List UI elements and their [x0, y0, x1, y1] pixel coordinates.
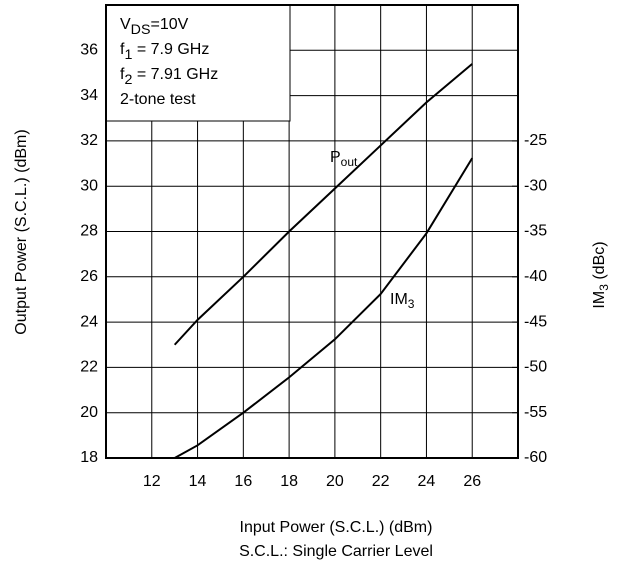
- series-line: [174, 157, 474, 459]
- condition-text-main: f: [120, 41, 125, 58]
- y2-axis-label-main: IM: [591, 291, 608, 309]
- series-label: Pout: [330, 149, 358, 169]
- y-tick-label: 22: [80, 359, 98, 376]
- y2-axis-label: IM3 (dBc): [591, 241, 611, 308]
- x-tick-label: 14: [189, 473, 207, 490]
- x-tick-label: 16: [234, 473, 252, 490]
- series-label: IM3: [390, 291, 415, 311]
- y-axis-label: Output Power (S.C.L.) (dBm): [13, 129, 30, 334]
- condition-text-main: 2-tone test: [120, 91, 196, 108]
- y-tick-label: 34: [80, 87, 98, 104]
- condition-text-sub: DS: [131, 22, 151, 38]
- x-tick-label: 20: [326, 473, 344, 490]
- y2-axis-label-rest: (dBc): [591, 241, 608, 284]
- x-tick-label: 12: [143, 473, 161, 490]
- y2-tick-label: -25: [524, 132, 547, 149]
- condition-text-rest: =10V: [150, 16, 188, 33]
- y2-tick-label: -45: [524, 313, 547, 330]
- y2-axis-label-sub: 3: [597, 284, 611, 291]
- y2-tick-label: -50: [524, 359, 547, 376]
- y-tick-label: 36: [80, 42, 98, 59]
- y-tick-label: 26: [80, 268, 98, 285]
- y-tick-label: 18: [80, 449, 98, 466]
- x-tick-label: 22: [372, 473, 390, 490]
- condition-text-main: V: [120, 16, 131, 33]
- condition-text: f2 = 7.91 GHz: [120, 66, 218, 88]
- condition-text: f1 = 7.9 GHz: [120, 41, 209, 63]
- condition-text-sub: 1: [124, 47, 132, 63]
- condition-text-main: f: [120, 66, 125, 83]
- series-label-main: IM: [390, 291, 408, 308]
- y-tick-label: 24: [80, 313, 98, 330]
- condition-text: 2-tone test: [120, 91, 196, 108]
- condition-text-rest: = 7.91 GHz: [132, 66, 218, 83]
- condition-text-sub: 2: [124, 72, 132, 88]
- x-axis-label: Input Power (S.C.L.) (dBm): [240, 519, 433, 536]
- condition-text: VDS=10V: [120, 16, 189, 38]
- condition-text-rest: = 7.9 GHz: [132, 41, 209, 58]
- y-tick-label: 20: [80, 404, 98, 421]
- x-axis-note: S.C.L.: Single Carrier Level: [239, 543, 433, 560]
- y2-tick-label: -40: [524, 268, 547, 285]
- series-line: [173, 63, 473, 346]
- y2-tick-label: -30: [524, 177, 547, 194]
- series-label-sub: out: [341, 155, 358, 169]
- plot-frame: [105, 4, 519, 459]
- y-tick-label: 30: [80, 177, 98, 194]
- conditions-box: [105, 4, 291, 122]
- x-tick-label: 18: [280, 473, 298, 490]
- y2-tick-label: -60: [524, 449, 547, 466]
- x-tick-label: 26: [463, 473, 481, 490]
- x-tick-label: 24: [418, 473, 436, 490]
- y2-tick-label: -55: [524, 404, 547, 421]
- series-label-sub: 3: [408, 297, 415, 311]
- series-label-main: P: [330, 149, 341, 166]
- y-tick-label: 32: [80, 132, 98, 149]
- y-tick-label: 28: [80, 223, 98, 240]
- y2-tick-label: -35: [524, 223, 547, 240]
